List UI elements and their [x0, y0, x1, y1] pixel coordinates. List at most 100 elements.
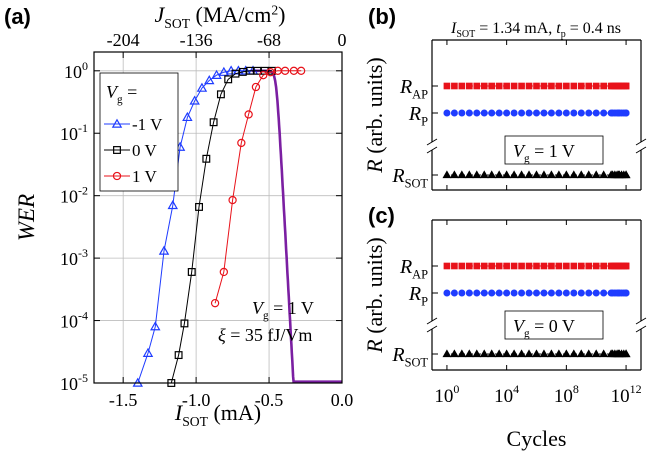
data-point-s0-11: [218, 66, 230, 76]
data-point-c-1-15: [555, 289, 563, 297]
data-point-c-0-4: [473, 262, 481, 270]
data-point-s1-8: [224, 75, 233, 84]
y-tick-base-4: 10: [60, 312, 78, 332]
data-point-c-0-15: [555, 262, 563, 270]
top-tick-label-0: -204: [107, 30, 140, 50]
data-point-b-0-14: [548, 82, 555, 90]
data-point-c-0-21: [600, 262, 607, 270]
data-point-c-0-3: [466, 262, 473, 270]
break-mark-b-1: [635, 146, 647, 154]
y-tick-label-4: 10-4: [60, 309, 88, 332]
data-point-b-0-7: [495, 82, 503, 90]
y-tick-exp-5: -5: [78, 371, 88, 385]
level-label-b-2-sub: SOT: [405, 177, 429, 191]
data-point-c-0-19: [585, 262, 593, 270]
data-point-b-1-8: [503, 109, 511, 117]
data-point-s2-0: [210, 298, 220, 308]
data-point-b-1-31: [622, 109, 630, 117]
data-point-b-0-8: [503, 82, 510, 90]
level-label-c-2-main: R: [391, 344, 404, 366]
data-point-c-2-5: [479, 349, 489, 358]
data-point-c-1-5: [480, 289, 488, 297]
data-point-b-2-1: [449, 170, 459, 179]
data-point-c-2-16: [561, 349, 571, 358]
data-point-c-2-6: [487, 349, 497, 358]
y-tick-label-1: 10-1: [60, 121, 88, 144]
data-point-b-1-6: [488, 109, 496, 117]
data-point-b-1-19: [585, 109, 593, 117]
condition-label-b-main: V: [513, 141, 526, 161]
legend-marker-0: [111, 118, 123, 128]
data-point-c-2-20: [591, 349, 601, 358]
top-axis-title-sub: SOT: [164, 16, 190, 31]
data-point-b-2-13: [539, 170, 549, 179]
top-axis-title: JSOT (MA/cm2): [155, 2, 286, 31]
data-point-b-0-10: [518, 82, 525, 90]
data-point-b-0-2: [458, 82, 466, 90]
data-point-c-0-13: [540, 262, 548, 270]
data-point-b-0-21: [600, 82, 607, 90]
data-point-b-1-0: [443, 109, 451, 117]
data-point-b-0-15: [555, 82, 563, 90]
legend-title-rest: =: [123, 82, 138, 102]
data-point-b-2-0: [442, 170, 452, 179]
annotation-xi-rest: = 35 fJ/Vm: [226, 325, 313, 345]
data-point-c-2-10: [517, 349, 527, 358]
legend-box: [99, 72, 179, 192]
data-point-b-2-10: [517, 170, 527, 179]
data-point-c-1-3: [465, 289, 473, 297]
data-point-b-0-1: [451, 82, 458, 90]
data-point-b-0-4: [473, 82, 481, 90]
data-point-b-1-9: [510, 109, 518, 117]
data-point-b-0-13: [540, 82, 548, 90]
data-point-s2-9: [280, 66, 290, 75]
data-point-c-2-14: [546, 349, 556, 358]
legend-marker-2: [112, 171, 122, 181]
data-point-s0-3: [158, 245, 170, 255]
c-x-tick-label-0: 100: [434, 382, 459, 407]
annotation-vg-rest: = 1 V: [269, 298, 314, 318]
y-tick-exp-4: -4: [78, 309, 88, 323]
condition-label-c-sub: g: [524, 328, 530, 340]
data-point-s2-5: [251, 82, 261, 92]
data-point-b-1-13: [540, 109, 548, 117]
break-mark-b-0: [426, 146, 438, 154]
data-point-s1-5: [202, 154, 211, 163]
x-axis-title-main: I: [174, 400, 184, 425]
panel-c-plot: [426, 219, 647, 371]
y-tick-label-0: 100: [64, 59, 88, 82]
level-label-b-0-main: R: [399, 76, 412, 98]
data-point-c-1-16: [562, 289, 570, 297]
level-label-c-0: RAP: [399, 256, 428, 282]
data-point-c-0-9: [510, 262, 518, 270]
title-t: t: [556, 20, 561, 37]
data-point-b-0-9: [510, 82, 518, 90]
c-x-axis-title: Cycles: [507, 426, 567, 451]
data-point-c-2-9: [509, 349, 519, 358]
title-isub: SOT: [456, 29, 475, 40]
level-label-b-1: RP: [408, 103, 428, 129]
c-x-tick-base-2: 10: [554, 386, 573, 407]
data-point-b-2-7: [494, 170, 504, 179]
break-mark-a-0: [426, 317, 438, 325]
x-axis-title: ISOT (mA): [174, 400, 261, 429]
level-label-c-2-sub: SOT: [405, 356, 429, 370]
level-label-c-0-sub: AP: [412, 268, 428, 282]
data-point-c-0-6: [488, 262, 496, 270]
data-point-c-1-31: [622, 289, 630, 297]
data-point-b-1-1: [450, 109, 458, 117]
condition-label-c-rest: = 0 V: [530, 316, 575, 336]
data-point-c-2-17: [569, 349, 579, 358]
data-point-s0-1: [142, 347, 154, 357]
condition-label-c: Vg = 0 V: [513, 316, 575, 340]
data-point-b-2-4: [472, 170, 482, 179]
condition-label-b-sub: g: [524, 153, 530, 165]
data-point-c-0-5: [480, 262, 488, 270]
y-axis-title-b: R (arb. units): [362, 57, 387, 173]
legend-label-0: -1 V: [132, 115, 163, 134]
data-point-c-1-10: [518, 289, 526, 297]
data-point-b-2-15: [554, 170, 564, 179]
data-point-c-1-0: [443, 289, 451, 297]
y-tick-exp-1: -1: [78, 121, 88, 135]
